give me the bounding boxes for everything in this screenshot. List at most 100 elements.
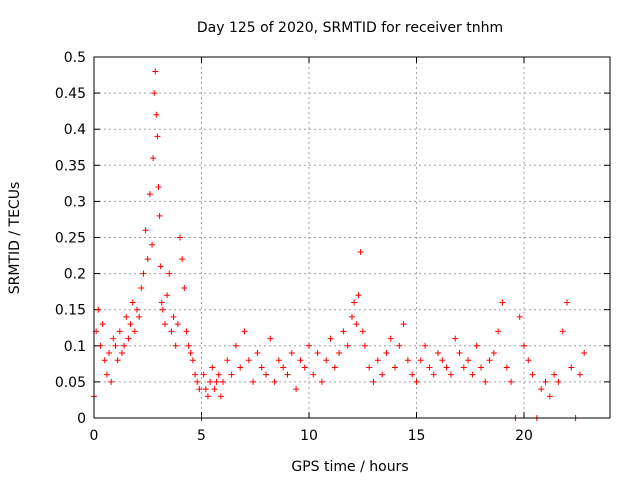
data-point (349, 313, 355, 320)
data-point (108, 378, 115, 385)
data-point (250, 378, 257, 385)
data-point (288, 350, 295, 357)
data-point (189, 357, 196, 364)
y-tick-label: 0.3 (64, 194, 86, 210)
data-point (271, 378, 278, 385)
data-point (359, 328, 366, 335)
data-point (194, 378, 201, 385)
data-point (131, 328, 138, 335)
y-tick-label: 0.05 (55, 375, 86, 391)
plot-area (94, 57, 610, 418)
plot-frame (93, 56, 611, 419)
data-point (409, 371, 416, 378)
data-point (204, 393, 211, 400)
y-tick-label: 0.4 (64, 122, 86, 138)
data-point (152, 68, 159, 75)
data-point (168, 328, 175, 335)
data-point (387, 335, 394, 342)
data-point (196, 386, 203, 393)
data-point (318, 378, 325, 385)
data-point (327, 335, 334, 342)
data-point (237, 364, 244, 371)
data-point (383, 350, 390, 357)
y-axis-label: SRMTID / TECUs (7, 182, 23, 295)
x-tick-label: 20 (515, 428, 533, 444)
data-point (551, 371, 558, 378)
data-point (151, 90, 158, 97)
data-point (469, 371, 476, 378)
data-point (149, 241, 156, 248)
data-point (314, 350, 321, 357)
data-point (435, 350, 441, 357)
data-point (508, 378, 515, 385)
data-point (439, 357, 446, 364)
data-point (525, 357, 532, 364)
data-point (396, 342, 403, 349)
data-point (452, 335, 459, 342)
data-point (521, 342, 527, 349)
data-point (443, 364, 450, 371)
data-point (280, 364, 287, 371)
y-tick-label: 0.1 (64, 339, 86, 355)
data-point (379, 371, 386, 378)
data-point (110, 335, 117, 342)
data-point (136, 313, 143, 320)
x-axis-label: GPS time / hours (291, 459, 408, 475)
data-point (275, 357, 282, 364)
data-point (101, 357, 108, 364)
data-point (263, 371, 269, 378)
data-point (293, 386, 300, 393)
data-point (213, 378, 220, 385)
data-point (123, 313, 130, 320)
data-point (284, 371, 291, 378)
data-point (150, 155, 157, 162)
data-point (254, 350, 261, 357)
data-point (156, 212, 163, 219)
data-point (121, 342, 128, 349)
data-point (95, 306, 102, 313)
data-point (482, 378, 489, 385)
data-point (267, 335, 274, 342)
data-point (310, 371, 317, 378)
data-point (228, 371, 235, 378)
data-point (114, 357, 121, 364)
data-point (174, 321, 181, 328)
data-point (355, 292, 362, 299)
data-point (361, 342, 368, 349)
y-tick-label: 0.35 (55, 158, 86, 174)
data-point (473, 342, 480, 349)
data-point (344, 342, 351, 349)
data-point (116, 328, 123, 335)
data-point (159, 306, 166, 313)
data-point (400, 321, 407, 328)
data-point (215, 371, 222, 378)
data-point (134, 306, 140, 313)
data-point (192, 371, 199, 378)
data-point (529, 371, 536, 378)
data-point (417, 357, 424, 364)
data-point (426, 364, 433, 371)
y-tick-label: 0.2 (64, 267, 86, 283)
data-point (301, 364, 308, 371)
data-point (155, 183, 162, 190)
data-point (353, 321, 360, 328)
data-point (177, 234, 183, 241)
data-point (103, 371, 110, 378)
data-point (202, 386, 209, 393)
data-point (207, 378, 214, 385)
data-point (336, 350, 343, 357)
data-point (392, 364, 398, 371)
data-point (430, 371, 437, 378)
chart-title: Day 125 of 2020, SRMTID for receiver tnh… (197, 20, 503, 36)
data-point (413, 378, 420, 385)
data-point (357, 248, 364, 255)
x-tick-label: 15 (408, 428, 426, 444)
data-point (144, 256, 151, 263)
y-tick-label: 0 (77, 411, 86, 427)
data-point (564, 299, 570, 306)
data-point (157, 263, 164, 270)
data-point (404, 357, 411, 364)
x-tick-label: 10 (300, 428, 318, 444)
data-point (297, 357, 304, 364)
